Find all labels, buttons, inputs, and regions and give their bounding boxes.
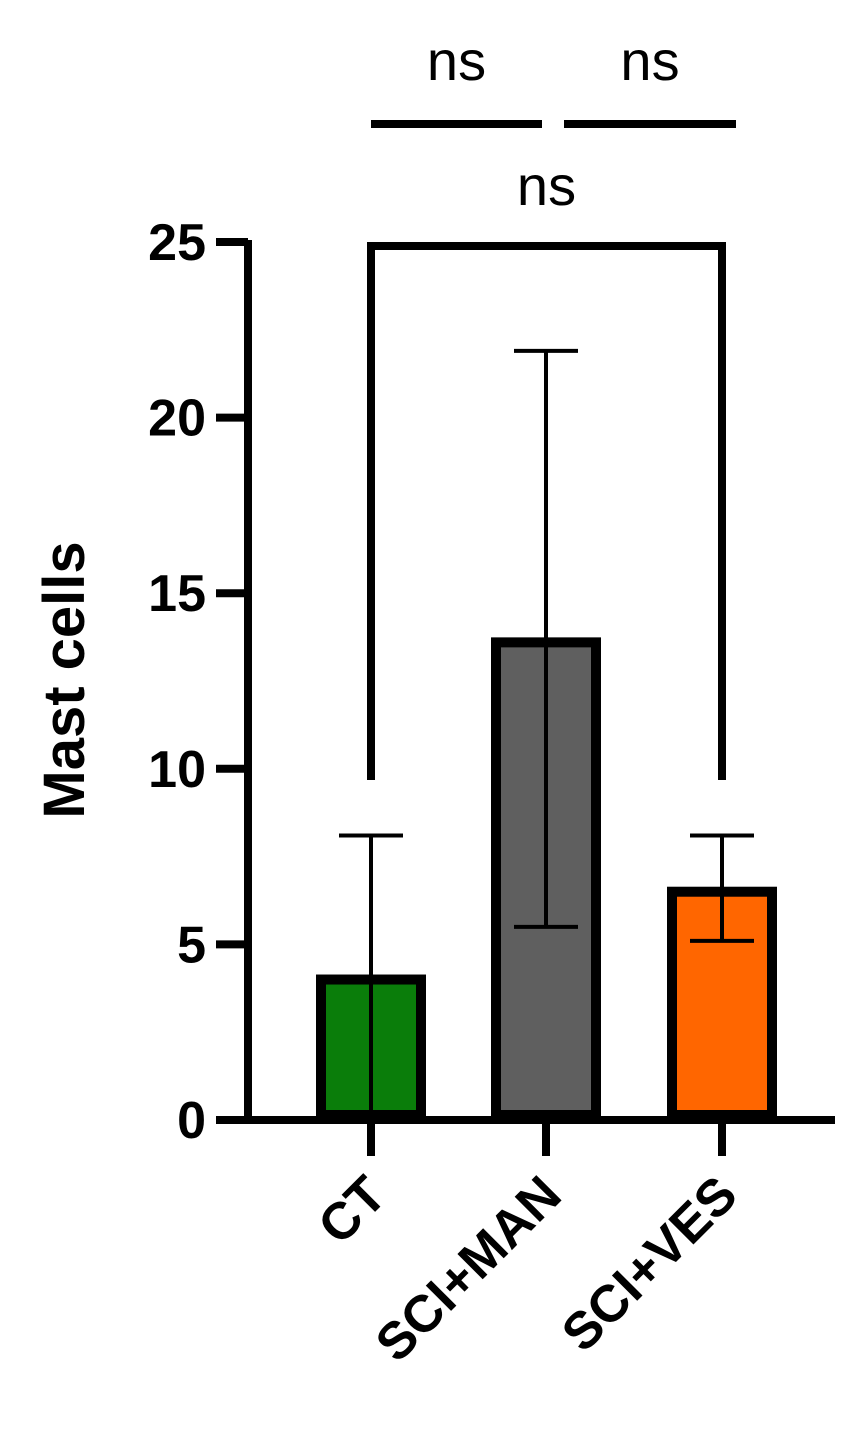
y-tick-label: 10 — [148, 741, 206, 799]
error-bars-layer — [339, 348, 754, 1115]
x-tick-label: SCI+VES — [551, 1165, 748, 1362]
y-tick-label: 25 — [148, 214, 206, 272]
y-tick-label: 5 — [177, 916, 206, 974]
y-tick-label: 0 — [177, 1092, 206, 1150]
significance-bracket — [367, 242, 726, 780]
y-tick-label: 15 — [148, 565, 206, 623]
y-axis-title: Mast cells — [32, 541, 97, 818]
significance-label: ns — [517, 154, 576, 217]
x-tick-label: CT — [307, 1165, 397, 1255]
x-tick-label: SCI+MAN — [365, 1165, 573, 1373]
y-tick-label: 20 — [148, 390, 206, 448]
significance-label: ns — [427, 29, 486, 92]
significance-label: ns — [620, 29, 679, 92]
